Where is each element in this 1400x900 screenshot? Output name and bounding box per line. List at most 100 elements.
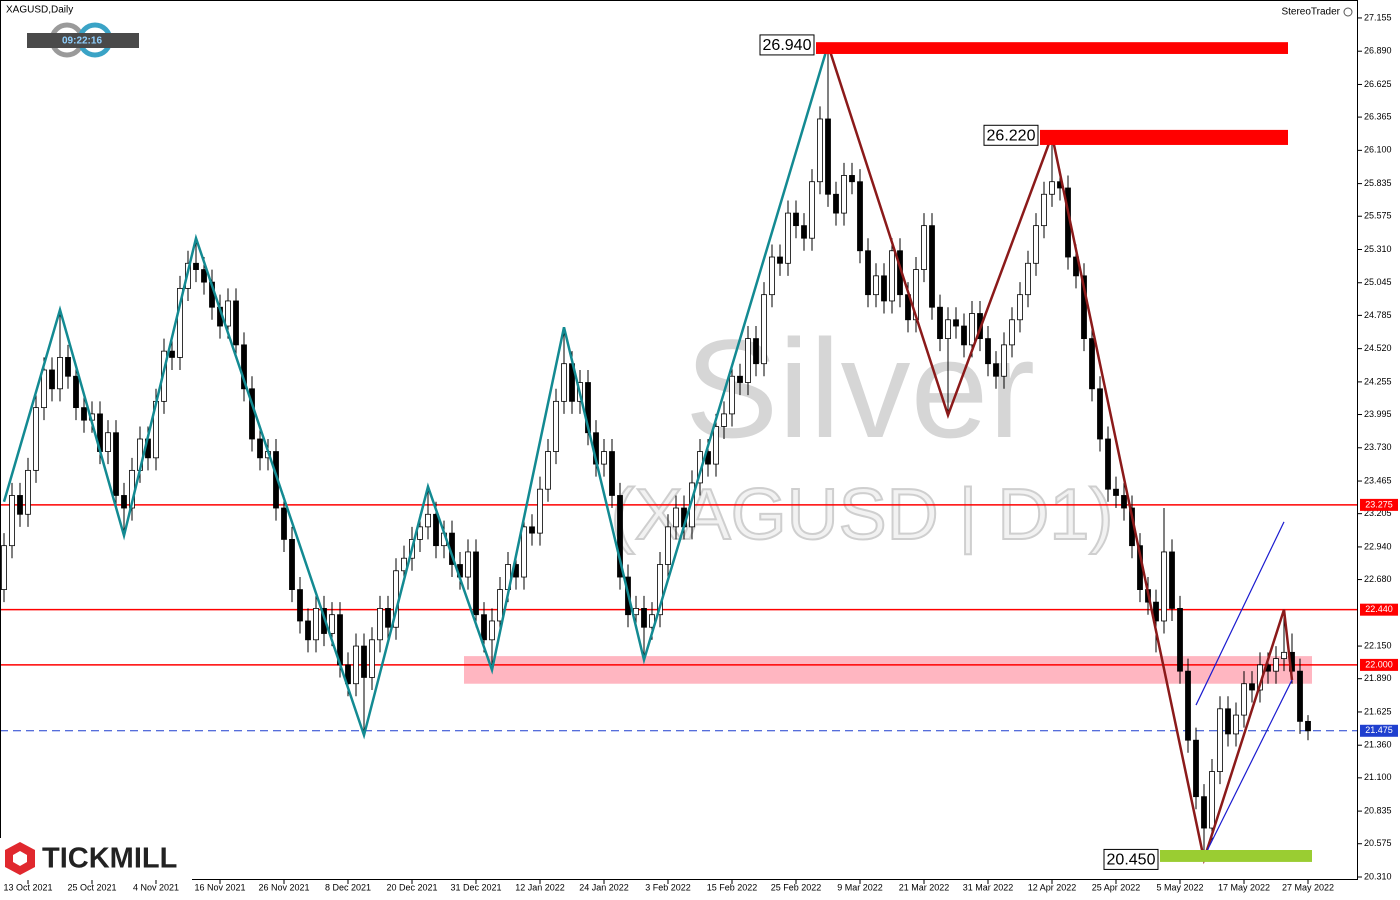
candle-body bbox=[985, 338, 991, 365]
level-label: 21.475 bbox=[1365, 725, 1393, 735]
candle-body bbox=[769, 256, 775, 296]
candle-body bbox=[921, 225, 927, 270]
candle-body bbox=[865, 250, 871, 296]
candle-body bbox=[529, 526, 535, 534]
clock-bg bbox=[27, 33, 139, 48]
brand-logo: TICKMILL bbox=[0, 838, 192, 880]
candle-body bbox=[1, 545, 7, 590]
candle-body bbox=[361, 645, 367, 678]
candle-body bbox=[305, 620, 311, 641]
candle-body bbox=[729, 375, 735, 415]
y-tick-label: 20.575 bbox=[1364, 838, 1392, 848]
zone bbox=[816, 42, 1288, 54]
x-tick-label: 25 Apr 2022 bbox=[1092, 882, 1141, 892]
candle-body bbox=[737, 375, 743, 383]
brand-icon bbox=[13, 851, 27, 866]
candle-body bbox=[313, 608, 319, 641]
candle-body bbox=[993, 363, 999, 377]
y-tick-label: 20.835 bbox=[1364, 805, 1392, 815]
candle-body bbox=[425, 513, 431, 528]
x-tick-label: 8 Dec 2021 bbox=[325, 882, 371, 892]
candle-body bbox=[1225, 708, 1231, 735]
candle-body bbox=[785, 212, 791, 264]
candle-body bbox=[1177, 608, 1183, 672]
candle-body bbox=[617, 495, 623, 578]
x-tick-label: 12 Apr 2022 bbox=[1028, 882, 1077, 892]
candle-body bbox=[561, 363, 567, 402]
candle-body bbox=[369, 639, 375, 678]
level-label-bg bbox=[1360, 658, 1398, 671]
candle-body bbox=[937, 306, 943, 339]
x-tick-label: 4 Nov 2021 bbox=[133, 882, 179, 892]
candle-body bbox=[585, 382, 591, 434]
candle-body bbox=[873, 275, 879, 296]
candle-body bbox=[121, 495, 127, 509]
candle-body bbox=[1217, 708, 1223, 772]
candle-body bbox=[1081, 275, 1087, 339]
candle-body bbox=[1033, 225, 1039, 264]
candle-body bbox=[497, 589, 503, 622]
candle-body bbox=[1001, 344, 1007, 377]
candle-body bbox=[201, 269, 207, 283]
candle-body bbox=[433, 513, 439, 547]
clock-time: 09:22:16 bbox=[62, 36, 102, 47]
zone bbox=[464, 656, 1312, 684]
candle-body bbox=[745, 338, 751, 383]
level-label: 23.275 bbox=[1365, 499, 1393, 509]
candle-body bbox=[1273, 658, 1279, 672]
x-tick-label: 24 Jan 2022 bbox=[579, 882, 629, 892]
level-label: 22.440 bbox=[1365, 604, 1393, 614]
candle-body bbox=[17, 495, 23, 515]
candle-body bbox=[721, 413, 727, 427]
candle-body bbox=[1113, 488, 1119, 496]
x-tick-label: 3 Feb 2022 bbox=[645, 882, 691, 892]
y-tick-label: 25.835 bbox=[1364, 178, 1392, 188]
chart-title: XAGUSD,Daily bbox=[6, 5, 73, 16]
y-tick-label: 26.625 bbox=[1364, 79, 1392, 89]
candle-body bbox=[1209, 771, 1215, 829]
x-tick-label: 31 Dec 2021 bbox=[450, 882, 501, 892]
candle-body bbox=[1169, 551, 1175, 609]
candle-body bbox=[1241, 683, 1247, 716]
y-tick-label: 22.680 bbox=[1364, 574, 1392, 584]
candle-body bbox=[1305, 720, 1311, 732]
candle-body bbox=[81, 407, 87, 421]
candle-body bbox=[49, 369, 55, 390]
candle-body bbox=[105, 432, 111, 452]
y-tick-label: 25.045 bbox=[1364, 277, 1392, 287]
y-tick-label: 26.890 bbox=[1364, 46, 1392, 56]
level-label: 22.000 bbox=[1365, 659, 1393, 669]
x-tick-label: 25 Feb 2022 bbox=[771, 882, 822, 892]
widget-icon[interactable] bbox=[1343, 7, 1353, 17]
candle-body bbox=[33, 407, 39, 471]
candle-body bbox=[657, 564, 663, 616]
candle-body bbox=[241, 344, 247, 390]
candle-body bbox=[1041, 193, 1047, 227]
x-tick-label: 26 Nov 2021 bbox=[258, 882, 309, 892]
trend-line bbox=[826, 44, 1294, 865]
candle-body bbox=[73, 375, 79, 409]
candle-body bbox=[641, 608, 647, 628]
candle-body bbox=[481, 614, 487, 641]
candle-body bbox=[1049, 181, 1055, 195]
x-tick-label: 20 Dec 2021 bbox=[386, 882, 437, 892]
y-tick-label: 27.155 bbox=[1364, 12, 1392, 22]
candle-body bbox=[1025, 262, 1031, 296]
y-tick-label: 22.940 bbox=[1364, 541, 1392, 551]
candle-body bbox=[1193, 739, 1199, 798]
candle-body bbox=[825, 118, 831, 195]
candle-body bbox=[353, 645, 359, 685]
candle-body bbox=[841, 175, 847, 214]
candle-body bbox=[1233, 714, 1239, 735]
y-tick-label: 26.100 bbox=[1364, 145, 1392, 155]
candle-body bbox=[9, 495, 15, 547]
zone-label: 20.450 bbox=[1107, 852, 1156, 869]
candle-body bbox=[1297, 670, 1303, 722]
brand-name: TICKMILL bbox=[42, 843, 177, 875]
zone-label-bg bbox=[983, 124, 1039, 146]
clock-widget: 09:22:16 bbox=[27, 22, 139, 58]
candle-body bbox=[1017, 294, 1023, 321]
candle-body bbox=[1097, 388, 1103, 440]
x-tick-label: 13 Oct 2021 bbox=[3, 882, 52, 892]
